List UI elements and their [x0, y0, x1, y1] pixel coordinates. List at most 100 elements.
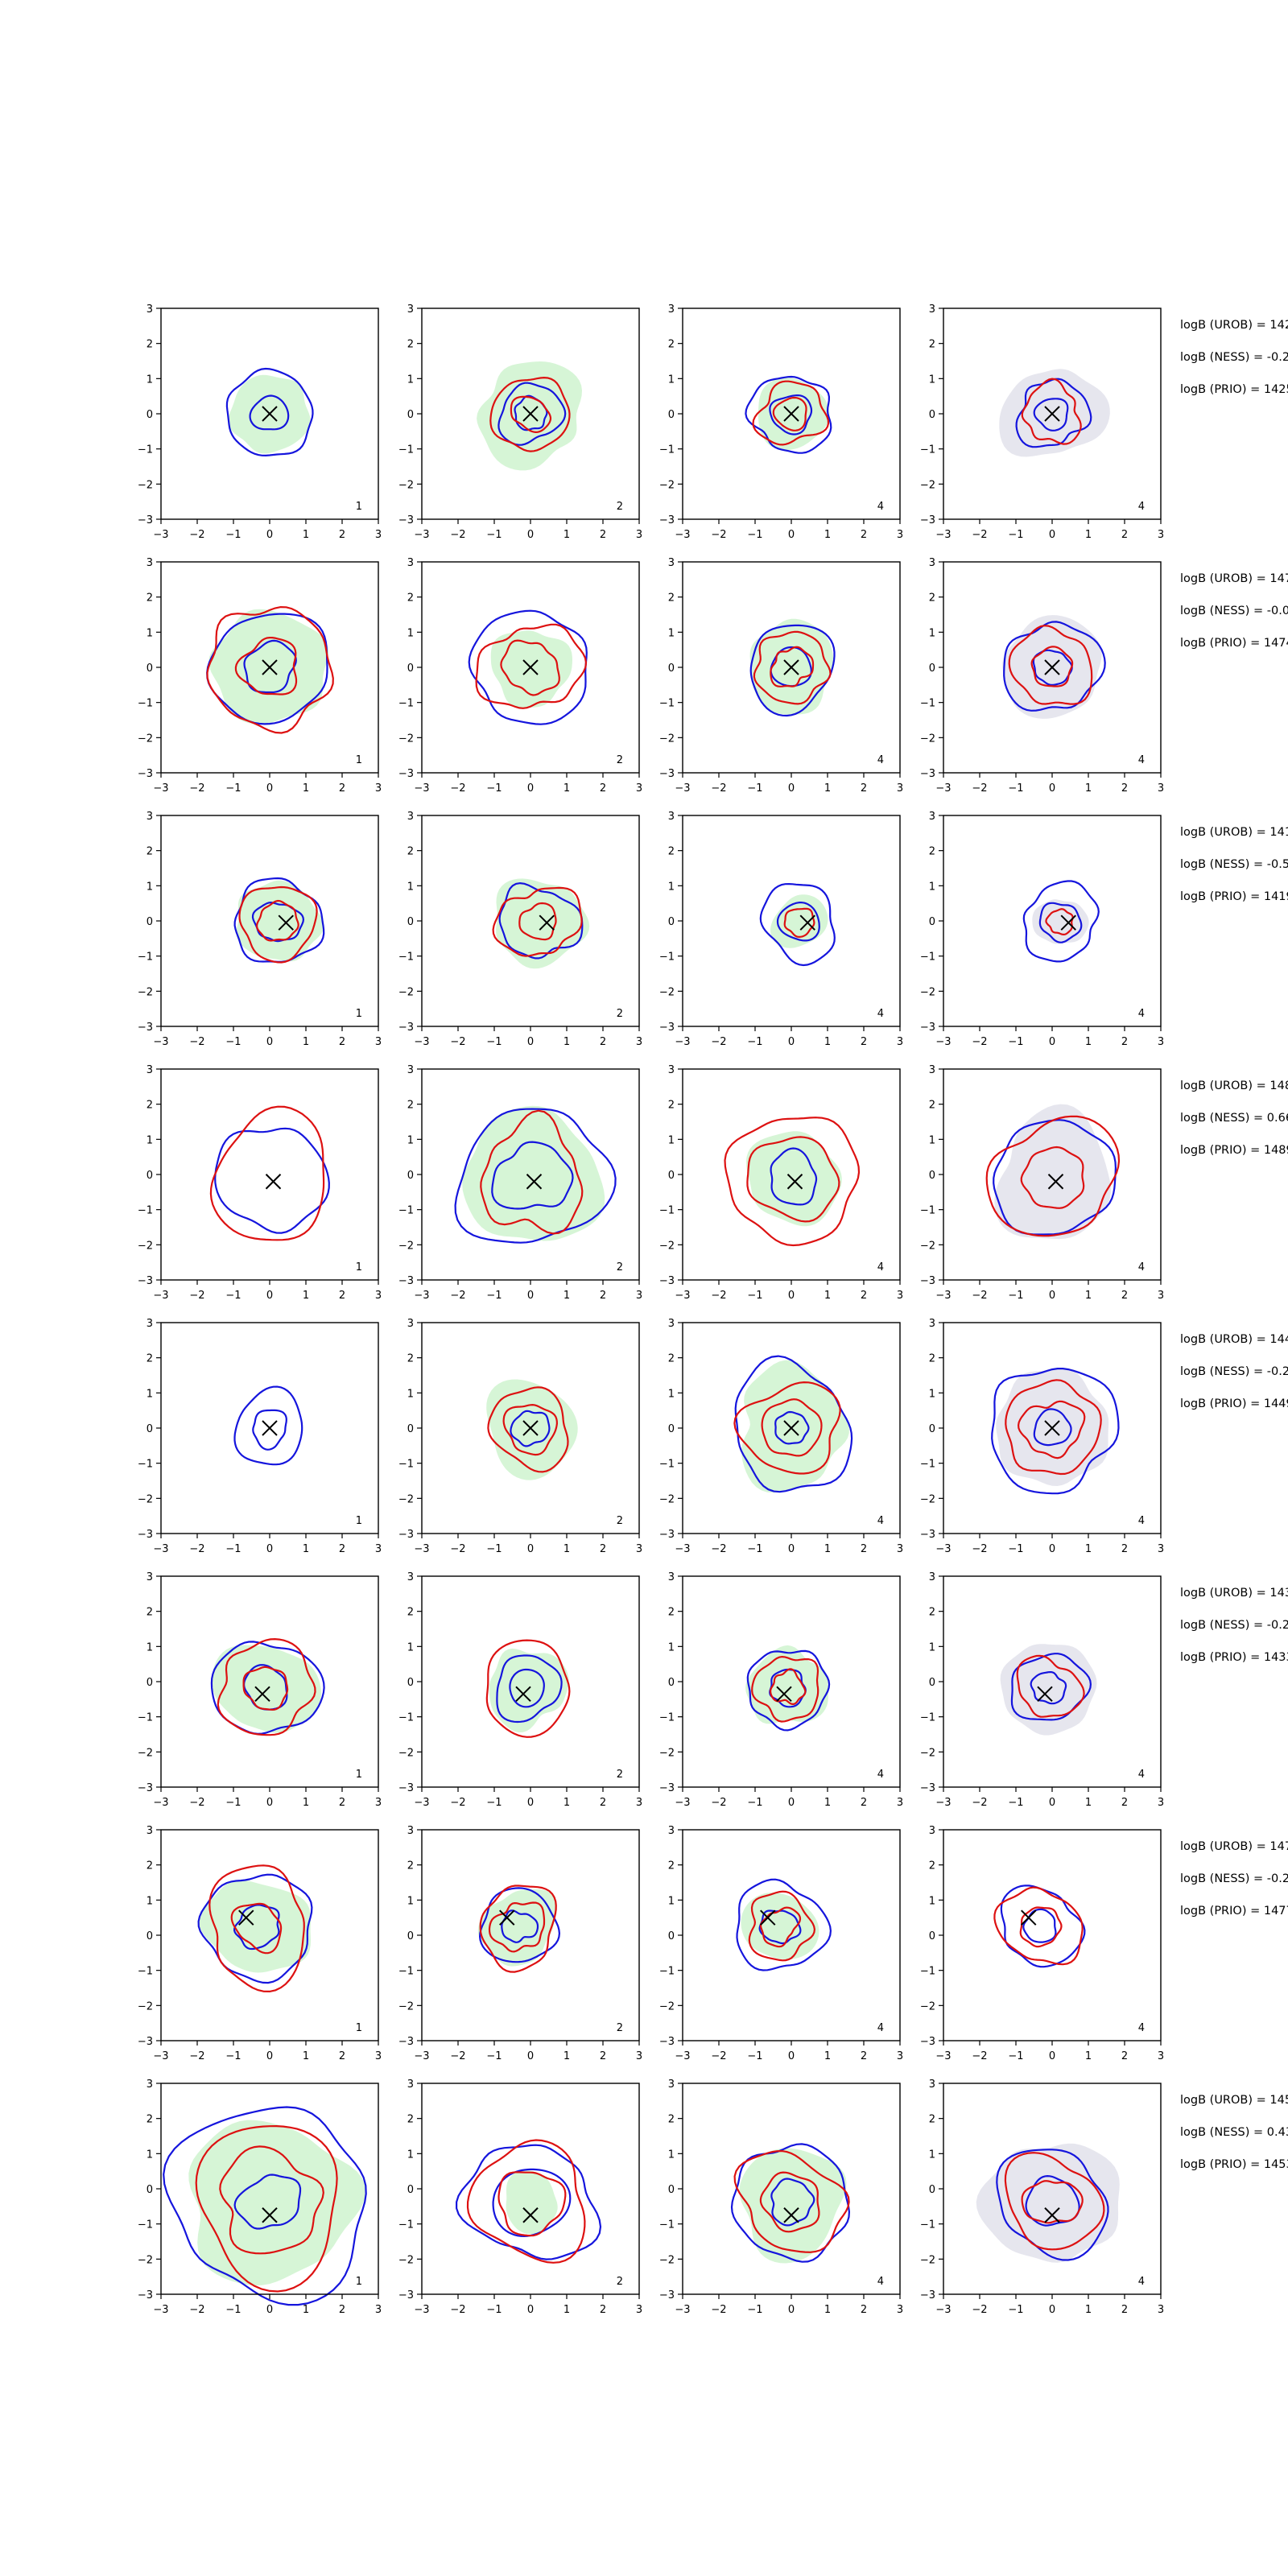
y-tick-label: 2	[929, 592, 935, 605]
x-tick-label: −3	[935, 1543, 951, 1555]
panel-count-label: 4	[877, 2022, 884, 2034]
blue-contour	[233, 877, 325, 963]
blue-contour	[1003, 621, 1106, 712]
red-contour	[751, 1655, 819, 1723]
x-tick-label: 2	[861, 2050, 867, 2062]
y-tick-label: 1	[668, 627, 675, 639]
panel-r8-c4: −3−3 −2 −2 −1 −1 0 0 1 1 2 2 3 3 4	[920, 2079, 1164, 2316]
density-fill	[758, 378, 830, 450]
y-tick-label: 1	[929, 374, 935, 386]
x-tick-label: 3	[1158, 2050, 1164, 2062]
panel-count-label: 4	[877, 1261, 884, 1274]
x-tick-label: 2	[600, 1036, 606, 1048]
x-tick-label: −2	[711, 2304, 726, 2316]
y-tick-label: 1	[407, 1895, 414, 1907]
red-contour	[510, 395, 552, 434]
y-tick-label: −2	[138, 733, 153, 745]
x-tick-label: 1	[303, 782, 309, 795]
blue-contour	[993, 1119, 1117, 1236]
y-tick-label: 1	[668, 374, 675, 386]
x-tick-label: 3	[897, 1036, 903, 1048]
panel-r7-c1: −3−3 −2 −2 −1 −1 0 0 1 1 2 2 3 3 1	[138, 1825, 382, 2062]
y-tick-label: −1	[138, 1459, 153, 1471]
x-tick-label: −1	[225, 782, 241, 795]
x-tick-label: 3	[1158, 1036, 1164, 1048]
y-tick-label: 0	[668, 1423, 675, 1435]
marker-x	[262, 659, 278, 675]
x-tick-label: −2	[972, 1797, 987, 1809]
x-tick-label: 0	[788, 529, 795, 541]
marker-x	[262, 2207, 278, 2223]
x-tick-label: −2	[189, 1543, 204, 1555]
red-contour	[783, 907, 815, 939]
y-tick-label: 0	[147, 663, 153, 675]
x-tick-label: −1	[225, 1290, 241, 1302]
x-tick-label: 1	[303, 1797, 309, 1809]
x-tick-label: 0	[1049, 1543, 1055, 1555]
density-fill	[999, 369, 1110, 457]
y-tick-label: −3	[138, 768, 153, 780]
x-tick-label: 3	[375, 529, 382, 541]
y-tick-label: −2	[659, 1240, 675, 1252]
y-tick-label: 3	[147, 2079, 153, 2091]
x-tick-label: −2	[972, 1290, 987, 1302]
panel-r8-c3: −3−3 −2 −2 −1 −1 0 0 1 1 2 2 3 3 4	[659, 2079, 903, 2316]
x-tick-label: 0	[527, 1543, 534, 1555]
y-tick-label: 0	[407, 1930, 414, 1942]
blue-contour	[468, 609, 588, 725]
panel-count-label: 4	[877, 1515, 884, 1527]
density-fill	[199, 1880, 312, 1973]
y-tick-label: 1	[668, 1641, 675, 1653]
x-tick-label: −2	[972, 782, 987, 795]
x-tick-label: −3	[414, 1543, 429, 1555]
y-tick-label: −3	[920, 514, 935, 526]
y-tick-label: 0	[929, 1677, 935, 1689]
y-tick-label: −2	[398, 1493, 414, 1505]
y-tick-label: 0	[147, 1170, 153, 1182]
x-tick-label: −3	[414, 1797, 429, 1809]
logb-annotation: logB (NESS) = -0.2	[1180, 1872, 1288, 1885]
y-tick-label: −2	[920, 2254, 935, 2266]
y-tick-label: 0	[147, 2184, 153, 2196]
red-contour	[993, 1886, 1084, 1966]
x-tick-label: −1	[486, 1290, 502, 1302]
x-tick-label: 1	[564, 1543, 570, 1555]
y-tick-label: 2	[668, 592, 675, 605]
blue-contour	[734, 1355, 853, 1493]
x-tick-label: 0	[788, 2304, 795, 2316]
x-tick-label: 3	[897, 1290, 903, 1302]
logb-annotation: logB (PRIO) = 1449	[1180, 1397, 1288, 1410]
logb-annotation: logB (NESS) = -0.2	[1180, 1365, 1288, 1378]
x-tick-label: 1	[824, 1036, 831, 1048]
y-tick-label: 3	[668, 1318, 675, 1330]
y-tick-label: 2	[407, 2114, 414, 2126]
x-tick-label: 3	[375, 1290, 382, 1302]
x-tick-label: 3	[897, 1797, 903, 1809]
y-tick-label: 2	[147, 1860, 153, 1872]
y-tick-label: 2	[929, 1860, 935, 1872]
marker-x	[522, 406, 539, 422]
logb-annotation: logB (PRIO) = 1477	[1180, 1905, 1288, 1918]
x-tick-label: 3	[375, 2050, 382, 2062]
x-tick-label: −1	[225, 2050, 241, 2062]
y-tick-label: 3	[147, 1825, 153, 1837]
logb-annotation: logB (PRIO) = 1425	[1180, 383, 1288, 396]
y-tick-label: −2	[398, 2000, 414, 2013]
x-tick-label: 3	[1158, 782, 1164, 795]
panel-count-label: 2	[617, 1008, 623, 1020]
x-tick-label: −1	[1008, 1290, 1023, 1302]
x-tick-label: −1	[747, 1036, 762, 1048]
y-tick-label: 1	[147, 374, 153, 386]
x-tick-label: −3	[153, 529, 168, 541]
y-tick-label: −2	[138, 1747, 153, 1759]
y-tick-label: 1	[668, 1388, 675, 1400]
y-tick-label: 1	[147, 1895, 153, 1907]
red-contour	[466, 2139, 586, 2264]
blue-contour	[233, 2174, 302, 2230]
y-tick-label: 0	[147, 1423, 153, 1435]
blue-contour	[492, 2168, 572, 2238]
x-tick-label: 0	[1049, 1797, 1055, 1809]
y-tick-label: −2	[659, 1747, 675, 1759]
x-tick-label: 3	[636, 2304, 642, 2316]
x-tick-label: 1	[824, 782, 831, 795]
